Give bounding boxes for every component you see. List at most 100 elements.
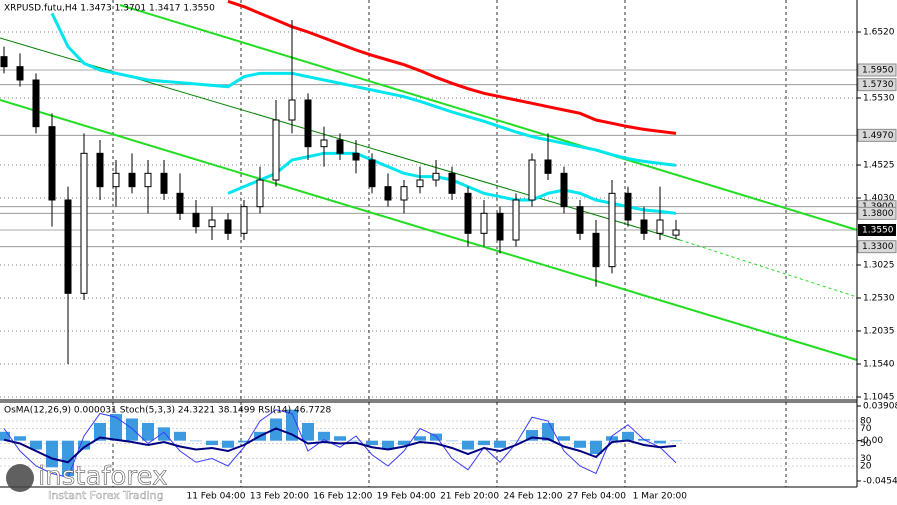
candle-body <box>272 119 280 181</box>
candle-body <box>128 172 136 188</box>
candle-body <box>560 172 568 208</box>
osma-bar <box>46 440 58 468</box>
osma-bar <box>430 433 442 441</box>
osma-bar <box>238 440 250 443</box>
channel-upper <box>119 4 858 231</box>
y-tick-label: 1.2035 <box>863 327 895 337</box>
candle-body <box>592 232 600 268</box>
logo-icon <box>6 464 34 492</box>
logo-tagline: Instant Forex Trading <box>48 489 164 502</box>
oscillator-line <box>3 427 677 464</box>
y2-tick-label: 50 <box>860 439 872 449</box>
candle-body <box>64 199 72 294</box>
x-tick-label: 1 Mar 20:00 <box>633 492 688 502</box>
osma-bar <box>94 422 106 441</box>
candle-body <box>256 179 264 208</box>
level-label: 1.3300 <box>862 242 894 252</box>
y-tick-label: 0.00 <box>863 436 883 446</box>
y2-tick-label: 70 <box>860 424 872 434</box>
x-tick-label: 27 Feb 04:00 <box>567 492 626 502</box>
channel-projection <box>679 239 858 298</box>
osma-bar <box>350 440 362 442</box>
osma-bar <box>30 440 42 450</box>
price-pane <box>0 0 680 364</box>
candle-body <box>544 159 552 174</box>
candle-body <box>608 192 616 268</box>
level-label-box <box>857 78 897 92</box>
candle-body <box>448 172 456 194</box>
x-tick-label: 13 Feb 20:00 <box>250 492 309 502</box>
candle-body <box>144 172 152 188</box>
osma-bar <box>670 440 682 442</box>
y-tick-label: 0.039083 <box>863 402 897 412</box>
osma-bar <box>526 430 538 441</box>
candle-body <box>400 186 408 201</box>
candle-body <box>656 219 664 234</box>
candle-body <box>208 219 216 228</box>
candle-body <box>464 192 472 234</box>
y2-tick-label: 30 <box>860 454 872 464</box>
candle-body <box>480 212 488 234</box>
candle-body <box>512 199 520 241</box>
x-tick-label: 21 Feb 20:00 <box>440 492 499 502</box>
osma-bar <box>302 422 314 441</box>
candle-body <box>288 99 296 121</box>
candle-body <box>224 219 232 234</box>
candle-body <box>672 229 680 236</box>
candle-body <box>320 139 328 148</box>
candle-body <box>96 152 104 188</box>
level-label-box <box>857 128 897 142</box>
y-tick-label: 1.4030 <box>863 194 895 204</box>
osma-bar <box>414 436 426 441</box>
candle-body <box>384 186 392 201</box>
y2-tick-label: 20 <box>860 462 872 472</box>
x-tick-label: 24 Feb 12:00 <box>503 492 562 502</box>
y-tick-label: 1.2530 <box>863 294 895 304</box>
x-tick-label: 16 Feb 12:00 <box>313 492 372 502</box>
osma-bar <box>654 440 666 444</box>
osma-bar <box>0 431 10 441</box>
y-tick-label: 1.5530 <box>863 94 895 104</box>
y2-tick-label: 80 <box>860 417 872 427</box>
indicator-title: OsMA(12,26,9) 0.000031 Stoch(5,3,3) 24.3… <box>4 406 332 416</box>
oscillator-line <box>3 409 677 478</box>
osma-bar <box>14 436 26 441</box>
y-tick-label: 1.3025 <box>863 261 895 271</box>
channel-lower <box>0 99 858 361</box>
osma-bar <box>622 431 634 441</box>
moving-average <box>50 12 677 167</box>
level-label-box <box>857 206 897 220</box>
osma-bar <box>446 440 458 442</box>
level-label: 1.4970 <box>862 131 894 141</box>
candle-body <box>640 219 648 234</box>
osma-bar <box>174 431 186 441</box>
candle-body <box>160 172 168 194</box>
osma-bar <box>590 440 602 455</box>
y-tick-label: 1.1540 <box>863 360 895 370</box>
candle-body <box>240 206 248 234</box>
y-tick-label: -0.04542 <box>863 477 897 487</box>
candle-body <box>432 172 440 181</box>
y-tick-label: 1.4525 <box>863 161 895 171</box>
candle-body <box>192 212 200 228</box>
candle-body <box>16 66 24 81</box>
level-label: 1.5730 <box>862 80 894 90</box>
osma-bar <box>334 436 346 441</box>
candle-body <box>368 159 376 188</box>
candle-body <box>304 99 312 148</box>
chart-title: XRPUSD.futu,H4 1.3473 1.3701 1.3417 1.35… <box>4 4 215 14</box>
y-tick-label: 1.1045 <box>863 393 895 403</box>
watermark: instaforex Instant Forex Trading <box>6 461 168 502</box>
osma-bar <box>318 431 330 441</box>
current-price-label: 1.3550 <box>862 226 894 236</box>
osma-bar <box>494 440 506 448</box>
osma-bar <box>366 440 378 446</box>
osma-bar <box>78 440 90 450</box>
osma-bar <box>398 440 410 446</box>
candle-body <box>80 152 88 294</box>
osma-bar <box>574 440 586 448</box>
osma-bar <box>478 440 490 446</box>
osma-bar <box>606 436 618 441</box>
indicator-pane <box>0 409 857 478</box>
